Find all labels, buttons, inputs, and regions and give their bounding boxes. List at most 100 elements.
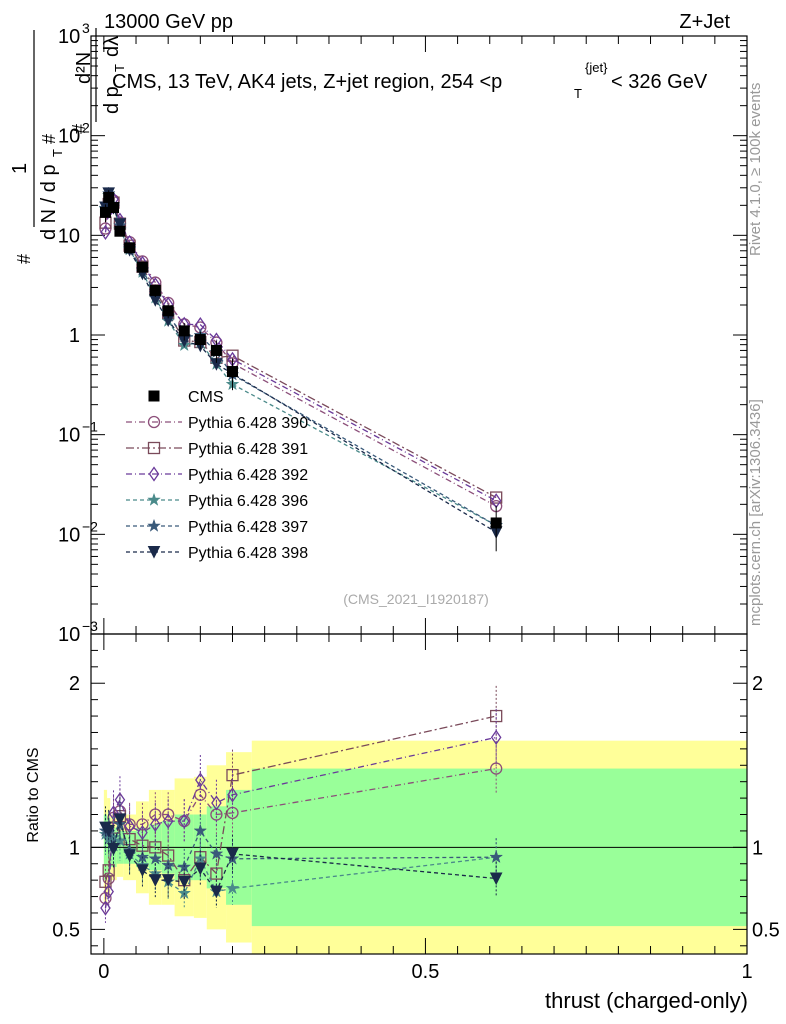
rivet-label: Rivet 4.1.0, ≥ 100k events [747, 83, 764, 256]
header-right: Z+Jet [679, 11, 730, 33]
ratio-tick-label: 1 [69, 837, 80, 859]
legend-label: Pythia 6.428 390 [188, 415, 308, 432]
ratio-point [490, 762, 503, 775]
cms-point [162, 305, 174, 317]
legend-item-6: Pythia 6.428 398 [126, 545, 308, 562]
ratio-point [225, 881, 240, 895]
cms-point [194, 334, 206, 346]
y-axis-label: # 1 d N / d p T # # d²N d p T dλ [9, 28, 127, 264]
legend-marker [147, 441, 161, 455]
legend-label: Pythia 6.428 396 [188, 493, 308, 510]
ratio-tick-label: 0.5 [52, 919, 80, 941]
ratio-point [149, 874, 162, 887]
y-tick-exponent: −2 [82, 518, 98, 534]
ratio-point [193, 823, 208, 837]
ratio-point [194, 862, 207, 876]
y-tick-label: 10 [58, 26, 80, 48]
ratio-point [209, 846, 224, 860]
ratio-point [193, 851, 208, 865]
cms-point [108, 202, 120, 214]
ratio-point [161, 874, 175, 887]
x-tick-label: 0 [98, 961, 109, 983]
legend-marker [147, 415, 161, 429]
series-0 [99, 194, 503, 513]
title-sup: {jet} [585, 60, 608, 75]
ylabel-hash3: # [69, 124, 89, 134]
ratio-point [102, 824, 115, 838]
legend-marker [148, 466, 160, 482]
ratio-point [227, 787, 238, 803]
cms-point [490, 517, 502, 529]
y-tick-exponent: 3 [82, 20, 90, 36]
ratio-point [123, 849, 136, 863]
data-point [113, 218, 127, 231]
title-main: CMS, 13 TeV, AK4 jets, Z+jet region, 254… [112, 71, 502, 93]
title-tail: < 326 GeV [611, 71, 708, 93]
legend-item-4: Pythia 6.428 396 [126, 492, 308, 510]
legend-item-1: Pythia 6.428 390 [126, 415, 308, 432]
ratio-point [211, 795, 222, 811]
ratio-point [195, 772, 206, 788]
cms-point [226, 366, 238, 378]
cms-point [149, 284, 161, 296]
legend-label: Pythia 6.428 391 [188, 441, 308, 458]
ratio-point [103, 883, 114, 900]
ratio-point [489, 849, 504, 864]
ratio-frame [90, 633, 748, 955]
legend: CMS Pythia 6.428 390 Pythia 6.428 391 Pythi… [126, 389, 308, 562]
legend-item-3: Pythia 6.428 392 [126, 466, 308, 484]
plot-title: CMS, 13 TeV, AK4 jets, Z+jet region, 254… [112, 60, 708, 101]
ratio-point [136, 818, 149, 831]
x-axis-label: thrust (charged-only) [545, 988, 748, 1013]
ratio-point [226, 847, 239, 861]
title-sub: T [574, 86, 582, 101]
ratio-point [489, 872, 503, 886]
y-tick-label: 10 [58, 425, 80, 447]
series-5 [99, 187, 503, 539]
ratio-point [210, 885, 223, 899]
legend-marker [147, 518, 161, 532]
ratio-point [107, 842, 120, 856]
ratio-panel: 0 0.5 12 21 10.5 0.5 [52, 633, 780, 983]
y-tick-exponent: 2 [82, 120, 90, 136]
legend-item-2: Pythia 6.428 391 [126, 441, 308, 458]
cms-point [136, 261, 148, 273]
legend-label: CMS [188, 389, 224, 406]
legend-marker [147, 546, 161, 559]
ratio-point [177, 885, 192, 900]
analysis-id: (CMS_2021_I1920187) [343, 591, 489, 607]
ylabel-hash2: # [39, 134, 59, 144]
ratio-series-line [104, 736, 497, 909]
ylabel-dlambda: dλ [101, 36, 123, 57]
ratio-tick-label: 2 [69, 673, 80, 695]
ratio-point [162, 813, 174, 829]
ylabel-d2N: d²N [73, 52, 95, 84]
ratio-point [108, 805, 119, 821]
series-2 [100, 191, 502, 509]
y-tick-label: 10 [58, 225, 80, 247]
ratio-point [113, 813, 127, 827]
ylabel-T2: T [112, 64, 127, 72]
y-tick-label: 10 [58, 126, 80, 148]
ylabel-dp: d p [101, 86, 123, 114]
ratio-tick-label-right: 1 [752, 837, 763, 859]
ratio-point [178, 813, 190, 829]
y-tick-exponent: −1 [82, 419, 98, 435]
ratio-point [150, 816, 161, 833]
legend-marker [148, 390, 160, 402]
series-cms [99, 190, 502, 552]
y-tick-label: 10 [58, 624, 80, 646]
ratio-point [136, 864, 149, 877]
cms-point [103, 191, 115, 203]
ratio-tick-label-right: 0.5 [752, 919, 780, 941]
ylabel-one: 1 [9, 163, 31, 174]
data-point [100, 224, 111, 241]
legend-label: Pythia 6.428 397 [188, 519, 308, 536]
header-left: 13000 GeV pp [104, 11, 233, 33]
legend-marker [147, 492, 161, 506]
ratio-y-label: Ratio to CMS [25, 747, 42, 842]
mcplots-label: mcplots.cern.ch [arXiv:1306.3436] [747, 399, 764, 626]
legend-label: Pythia 6.428 398 [188, 545, 308, 562]
